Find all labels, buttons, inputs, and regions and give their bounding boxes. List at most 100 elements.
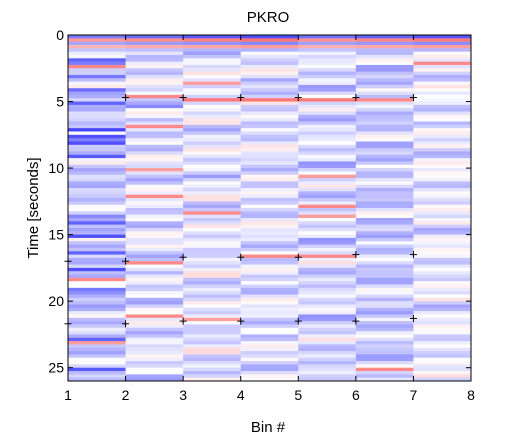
heatmap-cell — [298, 311, 357, 315]
heatmap-cell — [355, 188, 414, 192]
heatmap-cell — [125, 287, 184, 292]
heatmap-cell — [240, 41, 299, 46]
heatmap-cell — [298, 174, 357, 179]
heatmap-cell — [355, 61, 414, 66]
heatmap-cell — [125, 244, 184, 249]
heatmap-cell — [183, 264, 242, 269]
heatmap-cell — [355, 234, 414, 239]
heatmap-cell — [125, 271, 184, 275]
heatmap-cell — [183, 334, 242, 339]
heatmap-cell — [240, 257, 299, 262]
heatmap-cell — [68, 317, 126, 322]
heatmap-cell — [355, 291, 414, 295]
heatmap-cell — [355, 35, 414, 39]
heatmap-cell — [125, 281, 184, 285]
heatmap-cell — [125, 234, 184, 239]
heatmap-cell — [125, 367, 184, 372]
heatmap-cell — [125, 331, 184, 335]
heatmap-cell — [413, 267, 472, 272]
event-marker — [237, 317, 245, 325]
heatmap-cell — [125, 357, 184, 362]
heatmap-cell — [68, 88, 126, 92]
heatmap-cell — [125, 327, 184, 332]
heatmap-cell — [298, 191, 357, 196]
heatmap-cell — [355, 58, 414, 63]
heatmap-cell — [413, 141, 472, 146]
heatmap-cell — [240, 181, 299, 186]
heatmap-cell — [183, 211, 242, 216]
heatmap-cell — [413, 178, 472, 182]
heatmap-cell — [298, 337, 357, 342]
x-tick-label: 2 — [122, 387, 130, 403]
heatmap-cell — [125, 254, 184, 259]
heatmap-cell — [355, 351, 414, 355]
heatmap-cell — [413, 304, 472, 309]
heatmap-cell — [125, 297, 184, 302]
heatmap-cell — [68, 234, 126, 239]
heatmap-cell — [183, 367, 242, 372]
heatmap-cell — [413, 91, 472, 96]
heatmap-cell — [183, 241, 242, 245]
heatmap-cell — [240, 178, 299, 182]
heatmap-cell — [355, 227, 414, 232]
heatmap-cell — [413, 198, 472, 202]
heatmap-cell — [298, 267, 357, 272]
heatmap-cell — [240, 101, 299, 106]
heatmap-cell — [183, 277, 242, 282]
heatmap-cell — [125, 257, 184, 262]
heatmap-cell — [355, 301, 414, 305]
heatmap-cell — [413, 247, 472, 252]
heatmap-cell — [240, 188, 299, 192]
heatmap-cell — [355, 134, 414, 139]
heatmap-cell — [183, 314, 242, 319]
heatmap-cell — [413, 128, 472, 132]
heatmap-cell — [68, 267, 126, 272]
heatmap-cell — [413, 301, 472, 305]
event-marker — [294, 317, 302, 325]
heatmap-cell — [298, 134, 357, 139]
heatmap-cell — [355, 41, 414, 46]
heatmap-cell — [125, 361, 184, 365]
heatmap-cell — [183, 201, 242, 206]
heatmap-cell — [413, 111, 472, 116]
heatmap-cell — [298, 354, 357, 359]
heatmap-cell — [355, 211, 414, 216]
heatmap-cell — [240, 224, 299, 229]
heatmap-cell — [125, 181, 184, 186]
heatmap-cell — [68, 237, 126, 242]
heatmap-cell — [240, 138, 299, 142]
heatmap-cell — [68, 281, 126, 285]
heatmap-cell — [240, 78, 299, 82]
heatmap-cell — [183, 158, 242, 162]
y-axis-label: Time [seconds] — [25, 157, 42, 258]
heatmap-cell — [68, 78, 126, 82]
heatmap-cell — [298, 114, 357, 119]
heatmap-cell — [68, 148, 126, 152]
heatmap-cell — [183, 44, 242, 49]
heatmap-cell — [125, 317, 184, 322]
heatmap-cell — [355, 141, 414, 146]
heatmap-cell — [298, 188, 357, 192]
heatmap-cell — [125, 251, 184, 255]
heatmap-cell — [125, 261, 184, 265]
heatmap-cell — [68, 327, 126, 332]
heatmap-cell — [68, 38, 126, 43]
heatmap-cell — [413, 307, 472, 312]
heatmap-cell — [125, 274, 184, 279]
heatmap-cell — [125, 277, 184, 282]
heatmap-cell — [183, 217, 242, 222]
heatmap-cell — [298, 251, 357, 255]
heatmap-cell — [298, 148, 357, 152]
heatmap-cell — [68, 217, 126, 222]
heatmap-cell — [355, 337, 414, 342]
heatmap-cell — [240, 244, 299, 249]
heatmap-cell — [240, 271, 299, 275]
heatmap-cell — [240, 337, 299, 342]
heatmap-cell — [183, 191, 242, 196]
heatmap-cell — [125, 38, 184, 43]
heatmap-cell — [355, 297, 414, 302]
heatmap-cell — [298, 364, 357, 369]
heatmap-cell — [240, 48, 299, 53]
heatmap-cell — [240, 344, 299, 349]
heatmap-cell — [355, 151, 414, 156]
